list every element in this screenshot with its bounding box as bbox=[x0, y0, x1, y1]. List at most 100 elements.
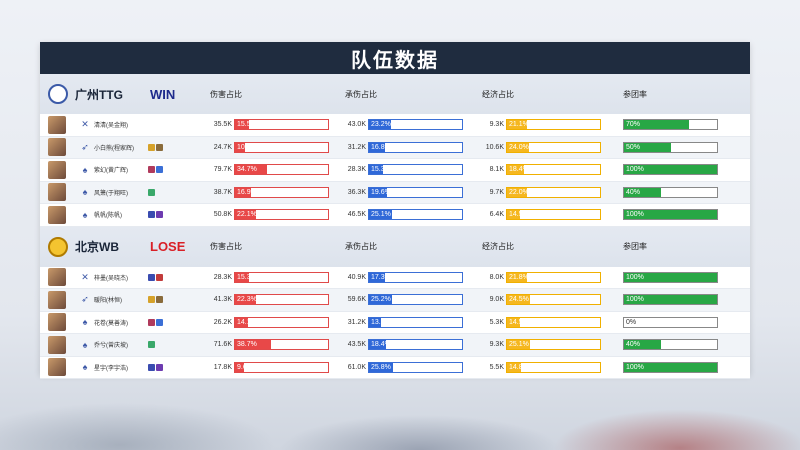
kp-stat: 100% bbox=[623, 361, 718, 373]
damage-bar: 22.3% bbox=[234, 294, 329, 306]
economy-percent: 18.4% bbox=[509, 166, 529, 174]
taken-bar: 16.8% bbox=[368, 141, 463, 153]
taken-bar-fill bbox=[369, 317, 382, 327]
damage-bar-fill bbox=[235, 295, 256, 305]
player-row: ♠ 星宇(李宇浩) 17.8K 9.6% 61.0K 25.8% 5.5K 14.8% 100% bbox=[40, 356, 750, 379]
damage-bar: 15.5% bbox=[234, 119, 329, 131]
damage-value: 38.7K bbox=[213, 188, 232, 196]
economy-value: 8.0K bbox=[489, 273, 504, 281]
equipment-badges bbox=[148, 296, 163, 304]
economy-bar: 14.8% bbox=[506, 361, 601, 373]
taken-bar-fill bbox=[369, 210, 393, 220]
support-icon: ♠ bbox=[82, 164, 88, 175]
taken-stat: 43.5K 18.4% bbox=[340, 339, 463, 351]
damage-stat: 79.7K 34.7% bbox=[206, 164, 329, 176]
taken-bar-fill bbox=[369, 165, 384, 175]
economy-bar: 14.5% bbox=[506, 316, 601, 328]
economy-percent: 21.8% bbox=[509, 273, 529, 281]
taken-bar-fill bbox=[369, 362, 393, 372]
economy-bar: 21.1% bbox=[506, 119, 601, 131]
team-name: 广州TTG bbox=[75, 87, 123, 102]
taken-stat: 31.2K 13.2% bbox=[340, 316, 463, 328]
taken-stat: 46.5K 25.1% bbox=[340, 209, 463, 221]
kp-percent: 100% bbox=[626, 273, 644, 281]
kp-stat: 100% bbox=[623, 164, 718, 176]
economy-stat: 8.1K 18.4% bbox=[478, 164, 601, 176]
damage-bar-fill bbox=[235, 362, 244, 372]
kp-bar-fill bbox=[624, 272, 717, 282]
title-bar: 队伍数据 bbox=[40, 42, 750, 74]
taken-bar-fill bbox=[369, 340, 387, 350]
kp-bar-fill bbox=[624, 142, 671, 152]
damage-bar-fill bbox=[235, 165, 268, 175]
economy-percent: 22.0% bbox=[509, 188, 529, 196]
taken-percent: 16.8% bbox=[371, 143, 391, 151]
taken-bar-fill bbox=[369, 187, 388, 197]
equipment-badges bbox=[148, 341, 155, 349]
damage-value: 41.3K bbox=[213, 296, 232, 304]
damage-bar-fill bbox=[235, 317, 249, 327]
team-logo-icon bbox=[48, 236, 68, 257]
item-badge-icon bbox=[156, 273, 163, 281]
kp-bar: 40% bbox=[623, 186, 718, 198]
player-name: 乔兮(曾庆坡) bbox=[94, 343, 128, 350]
hero-avatar bbox=[48, 115, 66, 134]
economy-bar: 24.0% bbox=[506, 141, 601, 153]
damage-percent: 9.6% bbox=[237, 363, 253, 371]
player-name: 清清(吴金翔) bbox=[94, 123, 128, 130]
kp-percent: 40% bbox=[626, 188, 641, 196]
damage-bar: 9.6% bbox=[234, 361, 329, 373]
damage-percent: 34.7% bbox=[237, 166, 257, 174]
taken-percent: 19.6% bbox=[371, 188, 391, 196]
kp-percent: 100% bbox=[626, 166, 644, 174]
item-badge-icon bbox=[148, 318, 155, 326]
kp-bar: 100% bbox=[623, 361, 718, 373]
taken-percent: 23.2% bbox=[371, 121, 391, 129]
kp-bar-fill bbox=[624, 165, 717, 175]
item-badge-icon bbox=[148, 341, 155, 349]
economy-stat: 6.4K 14.5% bbox=[478, 209, 601, 221]
kp-bar-fill bbox=[624, 210, 717, 220]
damage-stat: 41.3K 22.3% bbox=[206, 294, 329, 306]
economy-stat: 10.6K 24.0% bbox=[478, 141, 601, 153]
taken-value: 31.2K bbox=[347, 143, 366, 151]
damage-percent: 15.3% bbox=[237, 273, 257, 281]
support-icon: ♠ bbox=[82, 362, 88, 373]
page-title: 队伍数据 bbox=[351, 49, 439, 72]
equipment-badges bbox=[148, 363, 163, 371]
player-row: ♠ 帆帆(陈帆) 50.8K 22.1% 46.5K 25.1% 6.4K 14.5% 100% bbox=[40, 204, 750, 227]
damage-bar-fill bbox=[235, 272, 250, 282]
support-icon: ♠ bbox=[82, 187, 88, 198]
player-name: 暖阳(林恒) bbox=[94, 298, 122, 305]
item-badge-icon bbox=[156, 296, 163, 304]
damage-percent: 15.5% bbox=[237, 121, 257, 129]
item-badge-icon bbox=[156, 143, 163, 151]
damage-value: 24.7K bbox=[213, 143, 232, 151]
hero-avatar bbox=[48, 205, 66, 224]
team-logo-icon bbox=[48, 84, 68, 104]
taken-stat: 28.3K 15.3% bbox=[340, 164, 463, 176]
kp-stat: 40% bbox=[623, 339, 718, 351]
damage-stat: 17.8K 9.6% bbox=[206, 361, 329, 373]
economy-stat: 9.7K 22.0% bbox=[478, 186, 601, 198]
damage-percent: 38.7% bbox=[237, 341, 257, 349]
taken-stat: 61.0K 25.8% bbox=[340, 361, 463, 373]
damage-value: 28.3K bbox=[213, 273, 232, 281]
support-icon: ♠ bbox=[82, 317, 88, 328]
economy-bar-fill bbox=[507, 120, 527, 130]
taken-percent: 15.3% bbox=[371, 166, 391, 174]
player-name: 紫幻(黄广辉) bbox=[94, 168, 128, 175]
column-header-damage: 伤害占比 bbox=[210, 242, 242, 251]
player-name: 小白熊(程家辉) bbox=[94, 145, 134, 152]
economy-percent: 14.5% bbox=[509, 211, 529, 219]
economy-percent: 24.5% bbox=[509, 296, 529, 304]
damage-value: 71.6K bbox=[213, 341, 232, 349]
taken-bar-fill bbox=[369, 142, 385, 152]
teams-container: 广州TTG WIN 伤害占比 承伤占比 经济占比 参团率 ✕ 清清(吴金翔) 35.5K 15.5… bbox=[40, 74, 750, 379]
hero-avatar bbox=[48, 160, 66, 179]
taken-stat: 40.9K 17.3% bbox=[340, 271, 463, 283]
taken-bar: 13.2% bbox=[368, 316, 463, 328]
kp-percent: 50% bbox=[626, 143, 641, 151]
damage-bar-fill bbox=[235, 142, 246, 152]
player-row: ➶ 小白熊(程家辉) 24.7K 10.8% 31.2K 16.8% 10.6K 24.0% 5… bbox=[40, 136, 750, 159]
